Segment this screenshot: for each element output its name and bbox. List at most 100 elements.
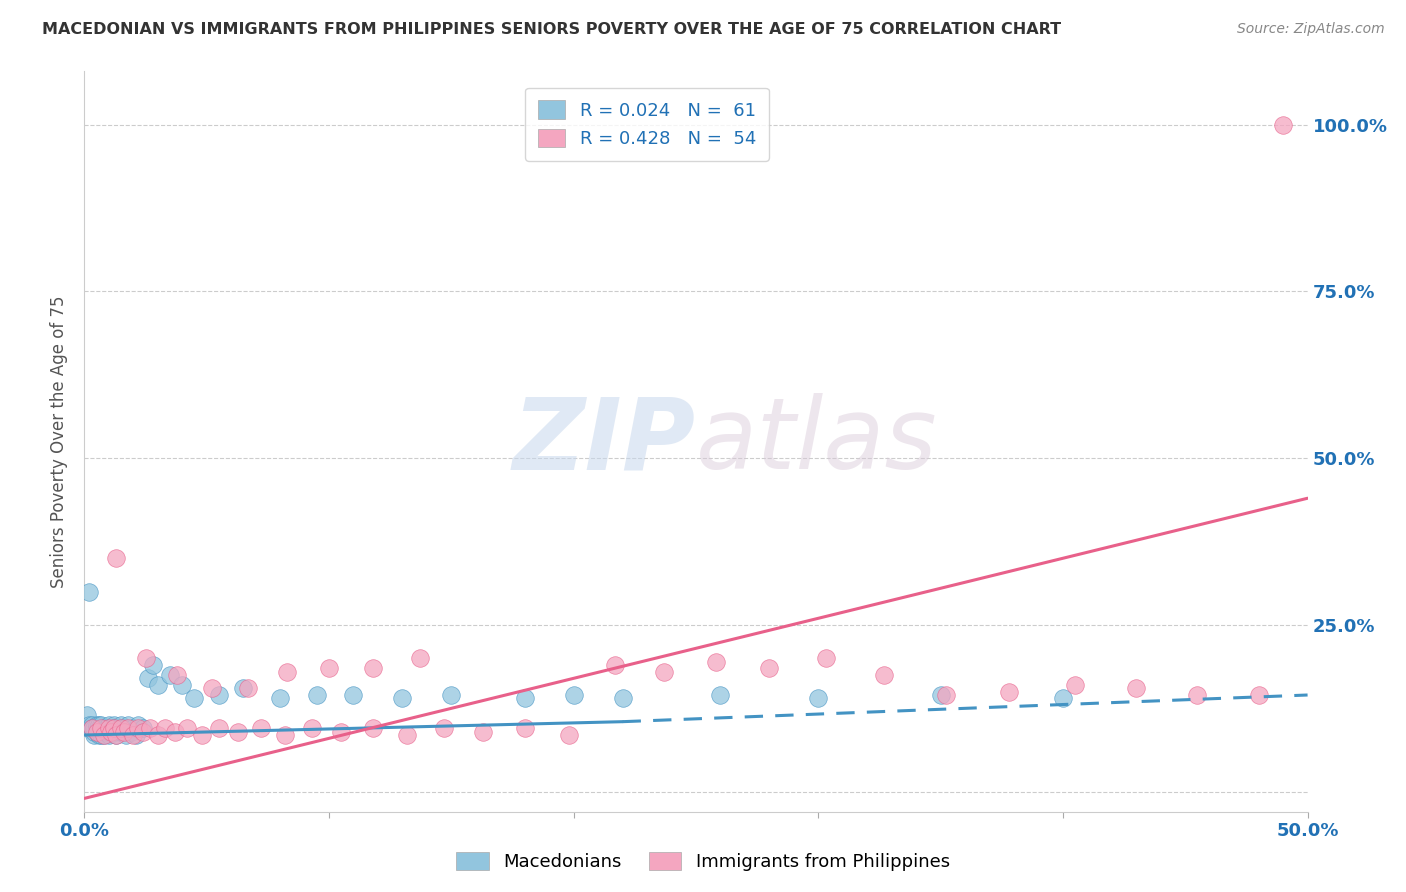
Point: [513, 722, 536, 736]
Point: [80, 718, 103, 732]
Point: [97, 724, 120, 739]
Point: [90, 728, 112, 742]
Point: [90, 722, 112, 736]
Legend: R = 0.024   N =  61, R = 0.428   N =  54: R = 0.024 N = 61, R = 0.428 N = 54: [526, 87, 769, 161]
Point: [513, 691, 536, 706]
Point: [110, 718, 132, 732]
Point: [93, 722, 115, 736]
Point: [86, 724, 108, 739]
Point: [76, 708, 98, 723]
Point: [440, 688, 463, 702]
Point: [96, 722, 118, 736]
Point: [77, 718, 100, 732]
Point: [77, 722, 100, 736]
Point: [176, 722, 198, 736]
Point: [934, 688, 956, 702]
Point: [391, 691, 413, 706]
Point: [86, 724, 108, 739]
Point: [103, 722, 125, 736]
Text: MACEDONIAN VS IMMIGRANTS FROM PHILIPPINES SENIORS POVERTY OVER THE AGE OF 75 COR: MACEDONIAN VS IMMIGRANTS FROM PHILIPPINE…: [42, 22, 1062, 37]
Point: [1187, 688, 1209, 702]
Text: ZIP: ZIP: [513, 393, 696, 490]
Point: [83, 724, 105, 739]
Point: [96, 724, 118, 739]
Point: [318, 661, 340, 675]
Point: [612, 691, 634, 706]
Point: [269, 691, 291, 706]
Point: [709, 688, 731, 702]
Point: [1125, 681, 1147, 696]
Point: [103, 722, 125, 736]
Point: [929, 688, 952, 702]
Legend: Macedonians, Immigrants from Philippines: Macedonians, Immigrants from Philippines: [449, 845, 957, 879]
Point: [87, 718, 110, 732]
Point: [330, 724, 353, 739]
Point: [100, 724, 122, 739]
Point: [87, 724, 110, 739]
Point: [1272, 118, 1295, 132]
Point: [814, 651, 837, 665]
Point: [1247, 688, 1270, 702]
Point: [86, 718, 108, 732]
Point: [80, 722, 103, 736]
Point: [758, 661, 780, 675]
Point: [110, 724, 132, 739]
Point: [159, 668, 181, 682]
Point: [80, 722, 103, 736]
Point: [107, 722, 129, 736]
Point: [87, 728, 110, 742]
Point: [127, 718, 149, 732]
Point: [472, 724, 495, 739]
Point: [100, 724, 122, 739]
Point: [112, 724, 135, 739]
Point: [342, 688, 364, 702]
Point: [153, 722, 176, 736]
Y-axis label: Seniors Poverty Over the Age of 75: Seniors Poverty Over the Age of 75: [51, 295, 69, 588]
Point: [605, 657, 627, 672]
Point: [90, 724, 112, 739]
Point: [127, 722, 149, 736]
Point: [83, 728, 105, 742]
Point: [103, 718, 125, 732]
Point: [305, 688, 328, 702]
Point: [110, 722, 132, 736]
Point: [97, 728, 120, 742]
Text: Source: ZipAtlas.com: Source: ZipAtlas.com: [1237, 22, 1385, 37]
Point: [115, 728, 138, 742]
Point: [200, 681, 222, 696]
Point: [93, 728, 115, 742]
Point: [105, 728, 128, 742]
Point: [396, 728, 419, 742]
Point: [97, 722, 120, 736]
Point: [93, 728, 115, 742]
Point: [146, 728, 169, 742]
Point: [232, 681, 254, 696]
Point: [97, 718, 120, 732]
Point: [117, 722, 139, 736]
Point: [998, 684, 1021, 698]
Point: [83, 722, 105, 736]
Point: [652, 665, 675, 679]
Point: [86, 722, 108, 736]
Point: [135, 651, 157, 665]
Point: [183, 691, 205, 706]
Point: [558, 728, 581, 742]
Point: [274, 728, 297, 742]
Point: [704, 655, 727, 669]
Point: [1064, 678, 1087, 692]
Point: [562, 688, 585, 702]
Point: [166, 668, 188, 682]
Point: [146, 678, 169, 692]
Point: [208, 688, 231, 702]
Point: [208, 722, 231, 736]
Point: [301, 722, 323, 736]
Point: [122, 722, 145, 736]
Point: [136, 671, 159, 685]
Point: [361, 722, 384, 736]
Point: [249, 722, 271, 736]
Point: [132, 724, 155, 739]
Point: [132, 722, 155, 736]
Point: [77, 584, 100, 599]
Point: [433, 722, 456, 736]
Point: [139, 722, 162, 736]
